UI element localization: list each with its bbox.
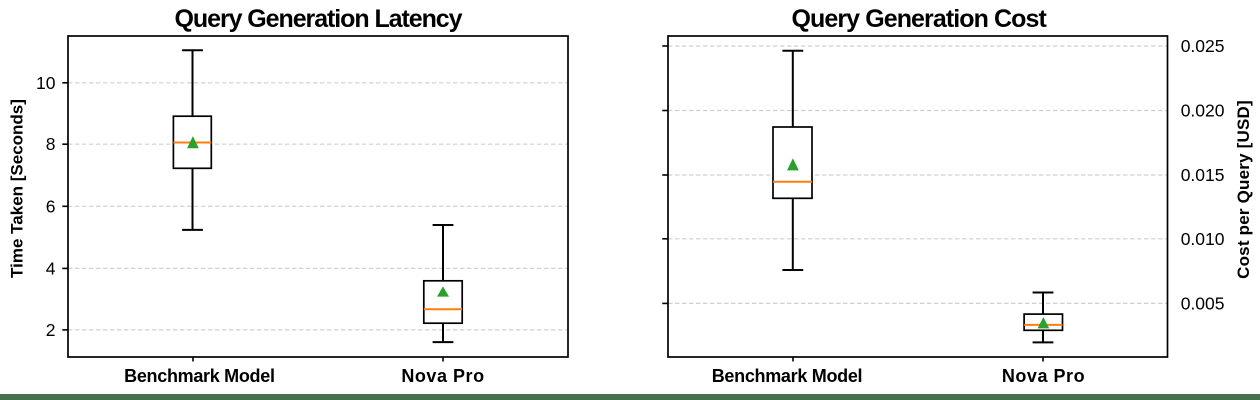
- svg-text:0.025: 0.025: [1181, 36, 1225, 56]
- svg-text:10: 10: [36, 73, 56, 93]
- svg-text:4: 4: [46, 258, 56, 278]
- svg-text:0.005: 0.005: [1181, 293, 1225, 313]
- svg-text:Benchmark Model: Benchmark Model: [712, 366, 863, 386]
- svg-text:0.015: 0.015: [1181, 165, 1225, 185]
- svg-text:Query Generation Cost: Query Generation Cost: [792, 5, 1048, 33]
- svg-text:2: 2: [46, 320, 56, 340]
- svg-text:Time Taken [Seconds]: Time Taken [Seconds]: [7, 99, 26, 278]
- svg-text:Benchmark Model: Benchmark Model: [124, 366, 275, 386]
- svg-text:6: 6: [46, 196, 56, 216]
- svg-text:Nova Pro: Nova Pro: [401, 366, 484, 386]
- svg-text:Cost per Query [USD]: Cost per Query [USD]: [1234, 100, 1253, 279]
- svg-text:0.020: 0.020: [1181, 101, 1225, 121]
- svg-text:Query Generation Latency: Query Generation Latency: [175, 5, 463, 33]
- svg-text:0.010: 0.010: [1181, 229, 1225, 249]
- svg-text:Nova Pro: Nova Pro: [1002, 366, 1085, 386]
- svg-text:8: 8: [46, 134, 56, 154]
